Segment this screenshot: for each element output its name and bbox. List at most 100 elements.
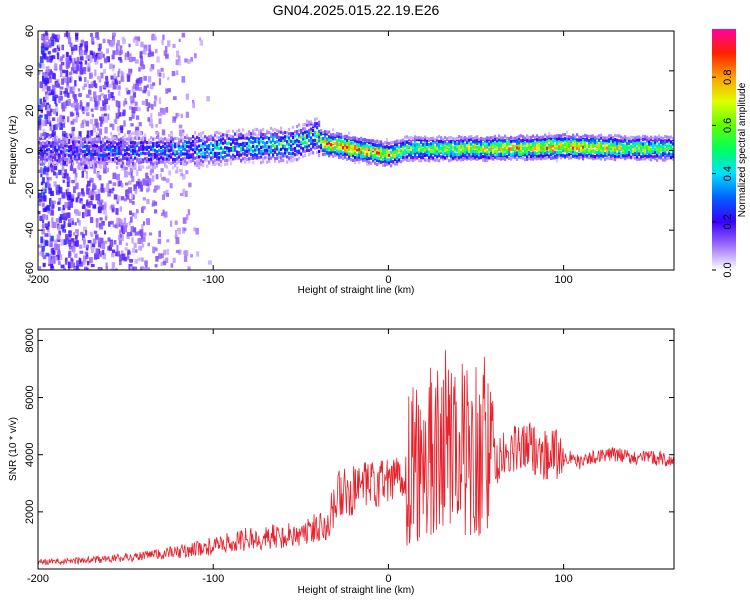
heatmap-cell	[592, 144, 595, 149]
heatmap-cell	[438, 149, 441, 153]
heatmap-cell	[206, 158, 209, 162]
heatmap-cell	[162, 149, 165, 153]
heatmap-cell	[362, 144, 365, 148]
heatmap-cell	[296, 130, 299, 134]
heatmap-cell	[550, 142, 553, 146]
heatmap-cell	[71, 241, 75, 245]
heatmap-cell	[102, 253, 107, 260]
heatmap-cell	[154, 166, 157, 170]
heatmap-cell	[232, 129, 235, 133]
heatmap-cell	[141, 207, 144, 213]
heatmap-cell	[198, 155, 201, 159]
heatmap-cell	[104, 160, 107, 165]
heatmap-cell	[406, 144, 409, 148]
heatmap-cell	[147, 242, 150, 247]
heatmap-cell	[498, 146, 501, 151]
colorbar-tick-label: 0.8	[722, 70, 734, 85]
heatmap-cell	[86, 187, 91, 195]
heatmap-cell	[112, 153, 115, 157]
heatmap-cell	[39, 114, 43, 118]
y-tick-label: 40	[24, 65, 36, 77]
heatmap-cell	[120, 49, 124, 54]
heatmap-cell	[274, 159, 277, 163]
heatmap-cell	[62, 226, 65, 232]
heatmap-cell	[102, 38, 106, 44]
heatmap-cell	[128, 116, 133, 121]
heatmap-cell	[226, 158, 229, 163]
heatmap-cell	[532, 147, 535, 151]
heatmap-cell	[348, 147, 351, 151]
heatmap-cell	[176, 144, 179, 148]
heatmap-cell	[102, 243, 106, 250]
heatmap-cell	[330, 138, 333, 142]
heatmap-cell	[634, 151, 637, 155]
heatmap-cell	[166, 153, 169, 157]
heatmap-cell	[92, 138, 95, 145]
heatmap-cell	[500, 157, 503, 161]
heatmap-cell	[350, 157, 353, 161]
heatmap-cell	[246, 146, 249, 150]
heatmap-cell	[386, 160, 389, 164]
heatmap-cell	[350, 144, 353, 148]
heatmap-cell	[570, 150, 573, 154]
heatmap-cell	[310, 120, 313, 124]
heatmap-cell	[240, 158, 243, 163]
heatmap-cell	[116, 173, 120, 181]
heatmap-cell	[178, 144, 181, 148]
heatmap-cell	[110, 149, 113, 153]
heatmap-cell	[54, 107, 59, 113]
heatmap-cell	[70, 139, 73, 143]
heatmap-cell	[622, 146, 625, 150]
heatmap-cell	[306, 145, 309, 149]
heatmap-cell	[170, 140, 173, 144]
heatmap-cell	[660, 155, 663, 159]
heatmap-cell	[280, 152, 283, 156]
heatmap-cell	[78, 220, 81, 226]
heatmap-cell	[612, 157, 615, 161]
heatmap-cell	[214, 162, 217, 166]
heatmap-cell	[79, 68, 84, 75]
heatmap-cell	[64, 153, 67, 157]
heatmap-cell	[65, 51, 69, 58]
heatmap-cell	[123, 225, 128, 233]
heatmap-cell	[150, 145, 153, 149]
heatmap-cell	[174, 145, 177, 149]
heatmap-cell	[306, 123, 309, 127]
heatmap-cell	[156, 154, 159, 158]
heatmap-cell	[140, 141, 143, 145]
heatmap-cell	[614, 157, 617, 162]
heatmap-cell	[67, 218, 71, 224]
heatmap-cell	[544, 140, 547, 144]
heatmap-cell	[132, 131, 135, 136]
heatmap-cell	[418, 136, 421, 140]
heatmap-cell	[244, 149, 247, 153]
heatmap-cell	[260, 132, 263, 136]
heatmap-cell	[52, 204, 55, 209]
heatmap-cell	[104, 154, 107, 158]
heatmap-cell	[62, 136, 65, 140]
heatmap-cell	[52, 222, 57, 229]
heatmap-cell	[446, 156, 449, 160]
heatmap-cell	[89, 257, 93, 264]
heatmap-cell	[602, 146, 605, 151]
heatmap-cell	[104, 148, 107, 152]
heatmap-cell	[45, 66, 50, 73]
heatmap-cell	[268, 139, 271, 143]
heatmap-cell	[556, 146, 559, 150]
heatmap-cell	[668, 156, 671, 160]
heatmap-cell	[116, 142, 119, 146]
heatmap-cell	[430, 136, 433, 141]
heatmap-cell	[96, 36, 100, 40]
heatmap-cell	[62, 75, 67, 80]
heatmap-cell	[452, 156, 455, 160]
heatmap-cell	[354, 144, 357, 148]
heatmap-cell	[262, 140, 265, 144]
heatmap-cell	[120, 127, 124, 134]
heatmap-cell	[410, 140, 413, 144]
heatmap-cell	[202, 131, 205, 135]
heatmap-cell	[137, 238, 142, 244]
heatmap-cell	[156, 164, 159, 168]
heatmap-cell	[62, 153, 65, 157]
heatmap-cell	[658, 151, 661, 155]
heatmap-cell	[218, 156, 221, 160]
